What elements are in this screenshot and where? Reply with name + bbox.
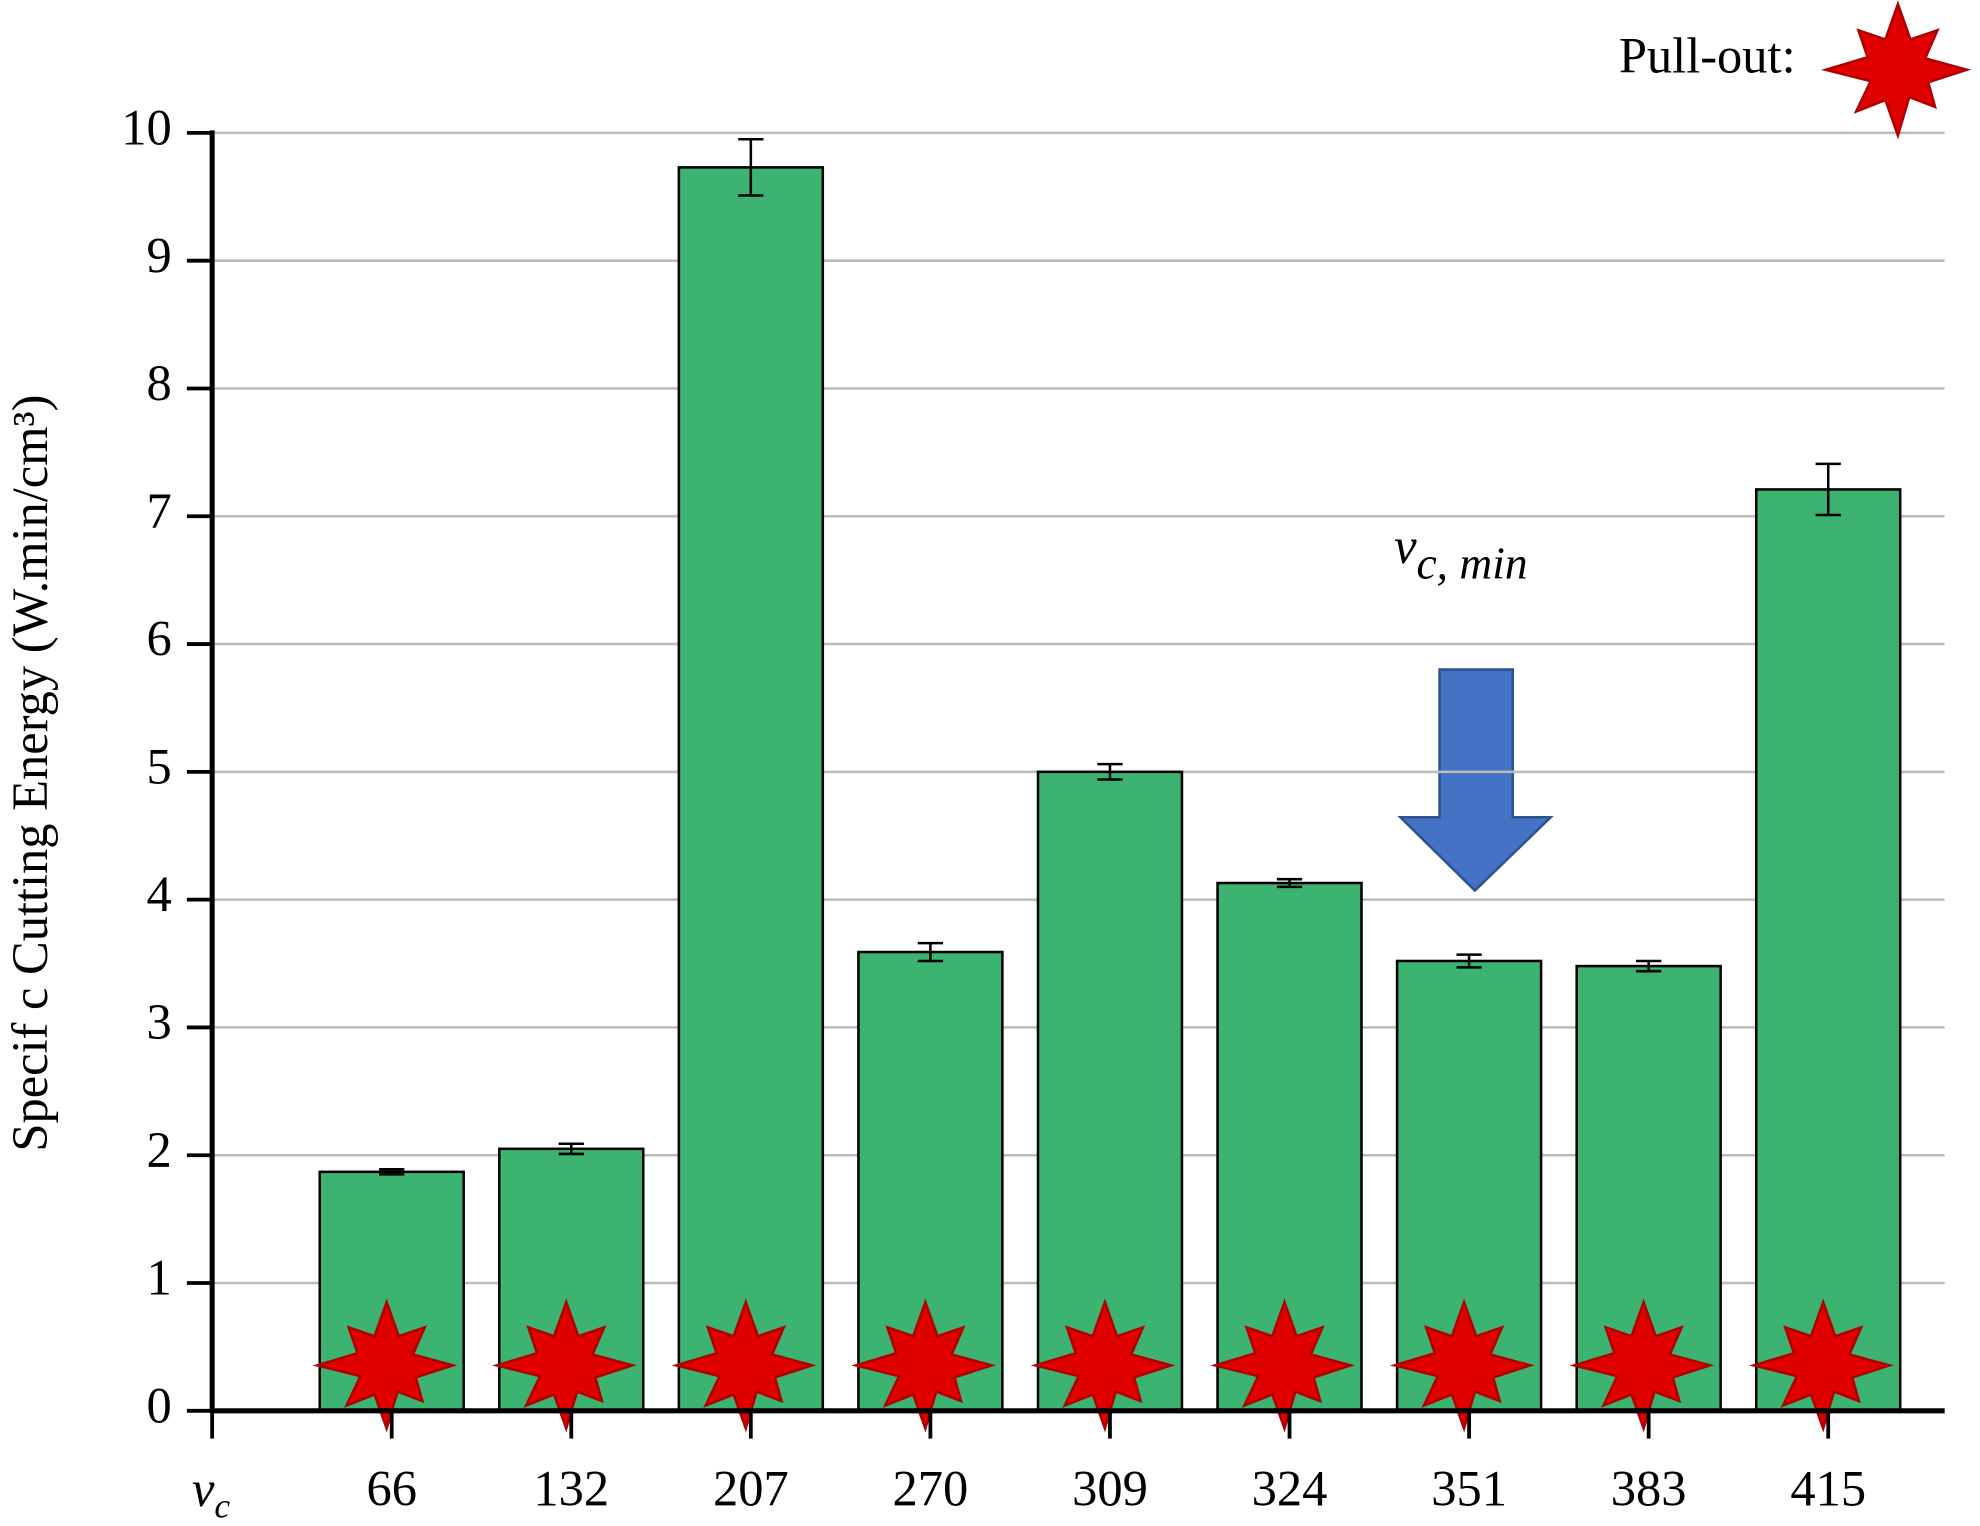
- x-tick-label: 383: [1611, 1461, 1687, 1517]
- annotation: vc, min: [1394, 517, 1527, 589]
- error-bar: [1097, 762, 1123, 781]
- annotation-sub: c, min: [1417, 538, 1528, 589]
- error-bar: [1456, 953, 1482, 969]
- y-tick-label: 7: [146, 483, 171, 539]
- arrow: [1397, 668, 1554, 893]
- pull-out-marker: [1748, 1298, 1894, 1433]
- x-axis-label: vc: [192, 1461, 230, 1526]
- pull-out-marker: [851, 1298, 997, 1433]
- pull-out-marker: [1210, 1298, 1356, 1433]
- error-bar: [738, 138, 764, 197]
- error-bar: [917, 941, 944, 963]
- error-bar: [558, 1142, 584, 1156]
- y-tick-label: 1: [146, 1250, 171, 1306]
- pull-out-marker: [312, 1298, 458, 1433]
- x-tick-label: 207: [713, 1461, 789, 1517]
- y-tick-label: 10: [121, 99, 172, 155]
- x-tick-label: 270: [893, 1461, 969, 1517]
- x-tick-label: 66: [366, 1461, 417, 1517]
- pull-out-marker: [492, 1298, 637, 1433]
- error-bar: [1815, 462, 1841, 517]
- pull-out-marker: [1569, 1298, 1715, 1433]
- error-bar: [379, 1168, 405, 1176]
- y-tick-label: 9: [146, 227, 171, 283]
- x-tick-label: 324: [1252, 1461, 1328, 1517]
- pull-out-marker: [671, 1298, 817, 1433]
- x-tick-label: 309: [1072, 1461, 1148, 1517]
- x-tick-label: 415: [1790, 1461, 1866, 1517]
- bar: [1754, 488, 1902, 1413]
- x-tick-label: 132: [533, 1461, 609, 1517]
- y-tick-label: 5: [146, 738, 171, 794]
- x-label-sub: c: [214, 1485, 230, 1525]
- annotation-main: v: [1394, 517, 1417, 573]
- y-tick-label: 8: [146, 355, 171, 411]
- bar: [1036, 770, 1184, 1413]
- y-tick-label: 0: [146, 1377, 171, 1433]
- y-axis-label: Specif c Cutting Energy (W.min/cm³): [2, 395, 58, 1152]
- pull-out-marker: [1030, 1298, 1176, 1433]
- bar: [677, 166, 825, 1413]
- y-tick-label: 3: [146, 994, 171, 1050]
- y-tick-label: 2: [146, 1122, 171, 1178]
- error-bar: [1636, 959, 1662, 973]
- x-label-main: v: [192, 1461, 215, 1517]
- y-tick-label: 4: [146, 866, 171, 922]
- pull-out-marker: [1389, 1298, 1535, 1433]
- x-tick-label: 351: [1431, 1461, 1507, 1517]
- legend-marker: [1820, 0, 1972, 140]
- legend-label: Pull-out:: [1619, 28, 1796, 84]
- error-bar: [1276, 877, 1303, 889]
- y-tick-label: 6: [146, 611, 171, 667]
